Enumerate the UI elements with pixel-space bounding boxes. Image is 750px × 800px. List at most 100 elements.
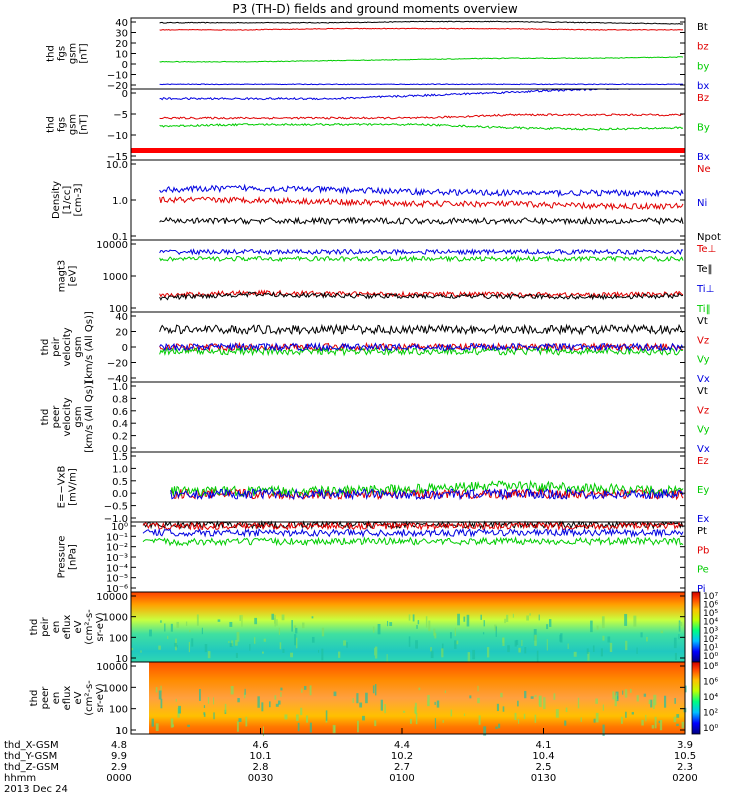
spectrogram-texture bbox=[318, 649, 320, 653]
spectrogram-texture bbox=[415, 640, 418, 649]
spectrogram-texture bbox=[463, 713, 466, 716]
spectrogram-texture bbox=[454, 627, 456, 637]
y-tick-label: −20 bbox=[107, 81, 128, 92]
spectrogram-texture bbox=[334, 725, 336, 733]
spectrogram-texture bbox=[600, 648, 603, 657]
spectrogram-texture bbox=[595, 712, 599, 723]
spectrogram-texture bbox=[275, 703, 279, 707]
spectrogram-texture bbox=[553, 693, 556, 700]
spectrogram-texture bbox=[408, 614, 411, 621]
y-tick-label: 10000 bbox=[96, 240, 128, 251]
panel-frame bbox=[130, 159, 686, 241]
spectrogram-texture bbox=[480, 614, 482, 620]
spectrogram-texture bbox=[352, 698, 354, 703]
spectrogram-texture bbox=[280, 687, 283, 691]
spectrogram-texture bbox=[229, 643, 233, 648]
spectrogram-texture bbox=[374, 647, 376, 656]
y-tick-label: 1.0 bbox=[112, 464, 128, 475]
spectrogram-texture bbox=[524, 690, 527, 699]
spectrogram-texture bbox=[160, 685, 162, 692]
y-tick-label: 40 bbox=[115, 312, 128, 323]
spectrogram-texture bbox=[224, 703, 227, 713]
y-tick-label: −10 bbox=[107, 131, 128, 142]
spectrogram-texture bbox=[409, 718, 412, 724]
spectrogram-texture bbox=[230, 686, 234, 695]
spectrogram-texture bbox=[293, 625, 297, 628]
legend-label: by bbox=[697, 61, 709, 72]
y-tick-label: 10.0 bbox=[106, 160, 128, 171]
spectrogram-texture bbox=[198, 689, 201, 701]
spectrogram-texture bbox=[377, 623, 381, 635]
y-axis-label: sr-eV) bbox=[95, 683, 106, 712]
spectrogram-texture bbox=[191, 638, 194, 647]
legend-label: bx bbox=[697, 81, 709, 92]
x-tick-label: 0030 bbox=[248, 773, 273, 784]
colorbar-scale bbox=[691, 661, 701, 735]
y-tick-label: 0.1 bbox=[112, 232, 128, 243]
spectrogram-texture bbox=[402, 710, 406, 713]
spectrogram-texture bbox=[645, 714, 647, 722]
spectrogram-texture bbox=[523, 713, 526, 719]
spectrogram-texture bbox=[648, 699, 651, 705]
spectrogram-texture bbox=[624, 689, 628, 698]
legend-label: Bx bbox=[697, 152, 710, 163]
spectrogram-texture bbox=[284, 714, 288, 720]
y-axis-label: magt3 bbox=[57, 260, 68, 293]
y-axis-label: velocity bbox=[62, 327, 73, 366]
y-axis-label: [nT] bbox=[79, 43, 90, 63]
spectrogram-texture bbox=[235, 639, 238, 646]
spectrogram-texture bbox=[418, 687, 421, 691]
spectrogram-texture bbox=[472, 649, 476, 660]
spectrogram-texture bbox=[444, 690, 447, 694]
y-tick-label: 10⁻³ bbox=[106, 553, 128, 564]
spectrogram-texture bbox=[140, 650, 142, 653]
series-line bbox=[142, 536, 684, 547]
spectrogram-texture bbox=[290, 652, 294, 658]
series-line bbox=[159, 83, 684, 86]
spectrogram-texture bbox=[512, 613, 514, 618]
spectrogram-texture bbox=[676, 714, 680, 718]
spectrogram-texture bbox=[607, 636, 611, 643]
spectrogram-texture bbox=[276, 619, 278, 626]
y-axis-label: velocity bbox=[62, 397, 73, 436]
spectrogram-texture bbox=[454, 640, 457, 650]
spectrogram-texture bbox=[263, 638, 266, 642]
spectrogram-texture bbox=[325, 710, 328, 721]
y-axis-label: [km/s (All Qs)] bbox=[84, 381, 95, 453]
spectrogram-texture bbox=[640, 632, 643, 638]
colorbar-label: 10³ bbox=[703, 626, 718, 636]
panel-frame bbox=[130, 381, 686, 453]
spectrogram-texture bbox=[189, 629, 191, 633]
spectrogram-texture bbox=[236, 721, 239, 732]
y-axis-label: en bbox=[51, 621, 62, 634]
legend-label: Bz bbox=[697, 93, 709, 104]
spectrogram-texture bbox=[593, 718, 596, 723]
spectrogram-texture bbox=[625, 640, 628, 651]
spectrogram-texture bbox=[433, 628, 436, 636]
y-tick-label: 1.0 bbox=[112, 196, 128, 207]
spectrogram-texture bbox=[565, 707, 568, 712]
series-line bbox=[142, 527, 684, 539]
spectrogram-texture bbox=[643, 693, 647, 697]
spectrogram-texture bbox=[580, 717, 582, 722]
spectrogram-texture bbox=[155, 723, 159, 731]
y-tick-label: 0.4 bbox=[112, 419, 128, 430]
spectrogram-texture bbox=[442, 719, 444, 723]
figure-title: P3 (TH-D) fields and ground moments over… bbox=[232, 2, 517, 16]
spectrogram-texture bbox=[295, 627, 298, 634]
y-axis-label: peir bbox=[51, 336, 62, 356]
legend-label: Vt bbox=[697, 386, 708, 397]
colorbar-label: 10⁸ bbox=[703, 662, 718, 672]
spectrogram-texture bbox=[534, 634, 537, 646]
spectrogram-texture bbox=[567, 643, 569, 650]
spectrogram-texture bbox=[590, 620, 593, 633]
spectrogram-texture bbox=[365, 692, 368, 704]
spectrogram-texture bbox=[469, 695, 472, 699]
spectrogram-texture bbox=[434, 701, 436, 705]
spectrogram-texture bbox=[300, 707, 303, 716]
x-tick-label: 4.6 bbox=[253, 740, 269, 751]
x-tick-label: 0130 bbox=[531, 773, 556, 784]
x-tick-label: 10.4 bbox=[532, 751, 554, 762]
spectrogram-texture bbox=[178, 705, 181, 714]
y-axis-label: [mV/m] bbox=[68, 468, 79, 506]
